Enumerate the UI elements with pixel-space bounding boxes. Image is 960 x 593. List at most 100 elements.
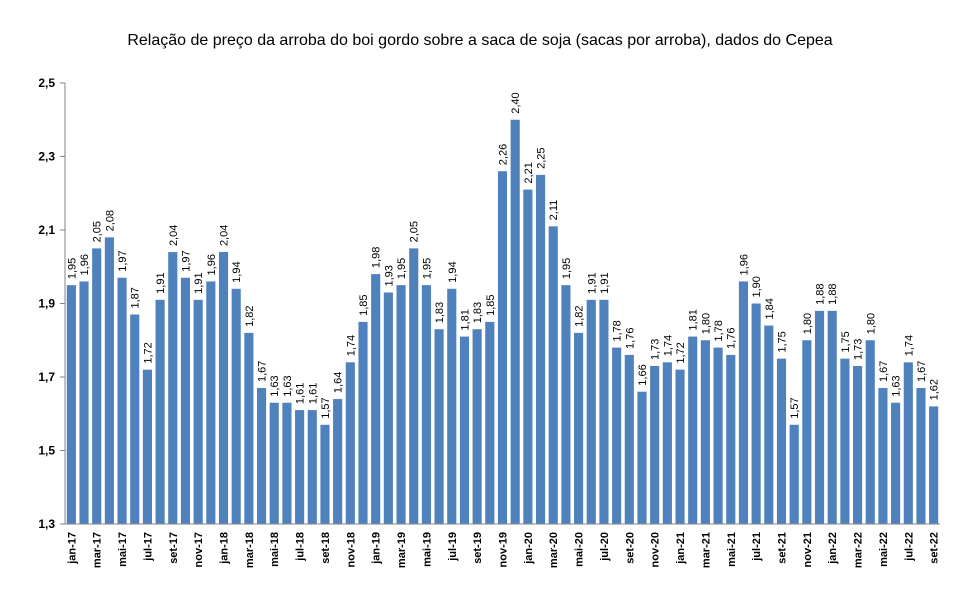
bar	[903, 362, 913, 524]
data-label: 1,62	[929, 379, 941, 400]
x-tick-label: mai-21	[726, 532, 738, 567]
data-label: 2,04	[219, 225, 231, 246]
bar	[485, 321, 495, 525]
y-tick-label: 2,1	[38, 223, 55, 237]
x-tick-label: jan-21	[675, 532, 687, 565]
data-label: 2,25	[536, 147, 548, 168]
data-label: 2,08	[104, 210, 116, 231]
bar	[180, 277, 191, 524]
x-tick-label: mai-17	[117, 532, 129, 567]
bar	[726, 354, 736, 524]
data-label: 2,04	[168, 225, 180, 246]
x-tick-label: set-17	[168, 532, 180, 564]
bar	[396, 285, 406, 525]
data-label: 1,91	[599, 272, 611, 293]
data-label: 2,26	[498, 144, 510, 165]
data-label: 1,80	[700, 313, 712, 334]
x-tick-label: jan-19	[371, 532, 383, 565]
data-label: 1,74	[345, 335, 357, 356]
data-label: 1,61	[307, 383, 319, 404]
bar	[117, 277, 127, 524]
bar	[307, 410, 317, 524]
bar	[295, 410, 305, 524]
y-tick-label: 1,9	[38, 297, 55, 311]
data-label: 1,64	[333, 372, 345, 393]
data-label: 1,67	[916, 361, 928, 382]
y-tick-label: 1,5	[38, 444, 55, 458]
bar	[840, 358, 850, 525]
bar	[244, 332, 254, 524]
data-label: 1,82	[574, 305, 586, 326]
data-label: 1,94	[231, 261, 243, 282]
data-label: 1,76	[624, 328, 636, 349]
bar	[751, 303, 761, 524]
x-tick-label: set-20	[624, 532, 636, 564]
bar	[371, 274, 381, 524]
data-label: 2,11	[548, 200, 560, 221]
bar	[104, 237, 114, 524]
data-label: 1,98	[371, 247, 383, 268]
data-label: 1,81	[459, 309, 471, 330]
bar	[865, 340, 875, 524]
y-axis: 1,3 1,5 1,7 1,9 2,1 2,3 2,5	[38, 76, 66, 531]
bar	[637, 391, 647, 524]
bar	[142, 369, 152, 524]
x-tick-label: nov-18	[345, 532, 357, 567]
x-tick-label: jan-20	[523, 532, 535, 565]
bar	[929, 406, 939, 524]
data-label: 1,75	[776, 331, 788, 352]
bar	[333, 399, 343, 524]
data-label: 2,05	[92, 221, 104, 242]
x-tick-label: set-22	[929, 532, 941, 564]
data-label: 1,73	[650, 339, 662, 360]
bar	[472, 329, 482, 524]
data-label: 1,85	[485, 294, 497, 315]
bar	[535, 174, 546, 525]
bar	[548, 226, 558, 524]
data-label: 1,67	[257, 361, 269, 382]
bar	[409, 248, 419, 524]
bar	[789, 424, 799, 524]
data-label: 1,87	[130, 287, 142, 308]
bar	[345, 362, 355, 524]
x-tick-label: nov-20	[650, 532, 662, 567]
data-label: 1,88	[815, 283, 827, 304]
chart-title: Relação de preço da arroba do boi gordo …	[127, 32, 833, 49]
data-label: 1,82	[244, 305, 256, 326]
x-tick-label: nov-21	[802, 532, 814, 567]
x-tick-label: jul-20	[599, 532, 611, 562]
data-label: 1,91	[193, 272, 205, 293]
bar	[218, 252, 229, 525]
bar	[662, 362, 672, 524]
x-tick-label: mai-19	[421, 532, 433, 567]
bar	[688, 336, 698, 524]
data-label: 1,85	[358, 294, 370, 315]
bar	[130, 314, 140, 524]
bar	[231, 288, 241, 524]
bar	[599, 299, 609, 524]
bar	[358, 321, 368, 525]
x-tick-label: jan-22	[827, 532, 839, 565]
data-label: 1,83	[434, 302, 446, 323]
bar	[282, 402, 292, 524]
bar	[256, 388, 267, 524]
bar	[916, 388, 926, 524]
x-tick-label: jul-19	[447, 532, 459, 562]
data-label: 1,93	[383, 265, 395, 286]
x-tick-label: mar-17	[92, 532, 104, 568]
bar	[269, 402, 279, 524]
x-tick-label: jul-21	[751, 532, 763, 562]
bar	[586, 299, 596, 524]
y-tick-label: 1,3	[38, 517, 55, 531]
bar	[853, 365, 863, 524]
bar	[650, 365, 660, 524]
data-label: 2,40	[510, 92, 522, 113]
bar	[891, 402, 901, 524]
data-label: 1,57	[789, 397, 801, 418]
data-label: 2,21	[523, 162, 535, 183]
x-tick-label: set-19	[472, 532, 484, 564]
bar	[814, 310, 825, 524]
data-label: 1,63	[891, 375, 903, 396]
x-tick-label: mar-20	[548, 532, 560, 568]
data-label: 1,96	[738, 254, 750, 275]
